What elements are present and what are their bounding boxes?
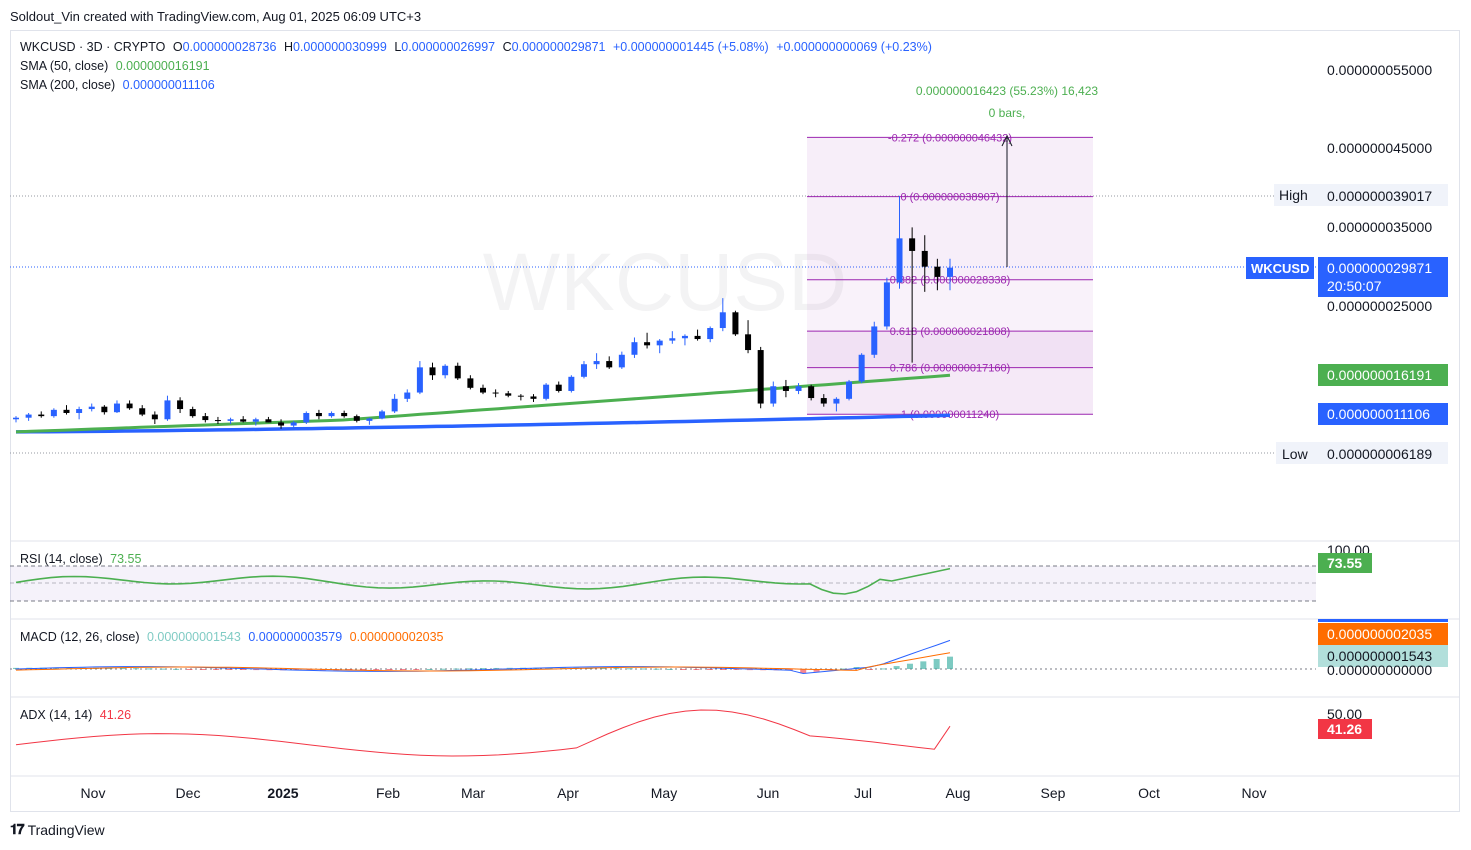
sma200-legend[interactable]: SMA (200, close) 0.000000011106: [20, 78, 219, 92]
macd-label: MACD (12, 26, close): [20, 630, 140, 644]
chart-frame: [10, 30, 1460, 812]
rsi-value: 73.55: [110, 552, 142, 566]
macd-legend[interactable]: MACD (12, 26, close) 0.000000001543 0.00…: [20, 630, 448, 644]
low-label: L: [394, 40, 402, 54]
symbol-label[interactable]: WKCUSD · 3D · CRYPTO: [20, 40, 166, 54]
ohlc-legend: WKCUSD · 3D · CRYPTO O0.000000028736 H0.…: [20, 40, 936, 54]
sma50-legend[interactable]: SMA (50, close) 0.000000016191: [20, 59, 214, 73]
macd-value: 0.000000003579: [248, 630, 343, 644]
adx-legend[interactable]: ADX (14, 14) 41.26: [20, 708, 135, 722]
chart-caption: Soldout_Vin created with TradingView.com…: [10, 9, 422, 24]
macd-signal-value: 0.000000002035: [349, 630, 444, 644]
tradingview-brand: TradingView: [27, 821, 105, 838]
change-value: +0.000000001445 (+5.08%): [613, 40, 769, 54]
high-value: 0.000000030999: [292, 40, 387, 54]
open-value: 0.000000028736: [182, 40, 277, 54]
close-label: C: [502, 40, 512, 54]
tradingview-logo-icon: 𝟏𝟕: [10, 821, 25, 837]
rsi-legend[interactable]: RSI (14, close) 73.55: [20, 552, 145, 566]
macd-hist-value: 0.000000001543: [146, 630, 241, 644]
tradingview-footer[interactable]: 𝟏𝟕 TradingView: [10, 821, 105, 838]
adx-label: ADX (14, 14): [20, 708, 93, 722]
open-label: O: [172, 40, 183, 54]
rsi-label: RSI (14, close): [20, 552, 103, 566]
close-value: 0.000000029871: [511, 40, 606, 54]
high-label: H: [283, 40, 293, 54]
adx-value: 41.26: [99, 708, 132, 722]
sma200-label: SMA (200, close): [20, 78, 116, 92]
low-value: 0.000000026997: [401, 40, 496, 54]
sma50-label: SMA (50, close): [20, 59, 109, 73]
change2-value: +0.000000000069 (+0.23%): [776, 40, 932, 54]
sma50-value: 0.000000016191: [115, 59, 210, 73]
sma200-value: 0.000000011106: [122, 78, 215, 92]
